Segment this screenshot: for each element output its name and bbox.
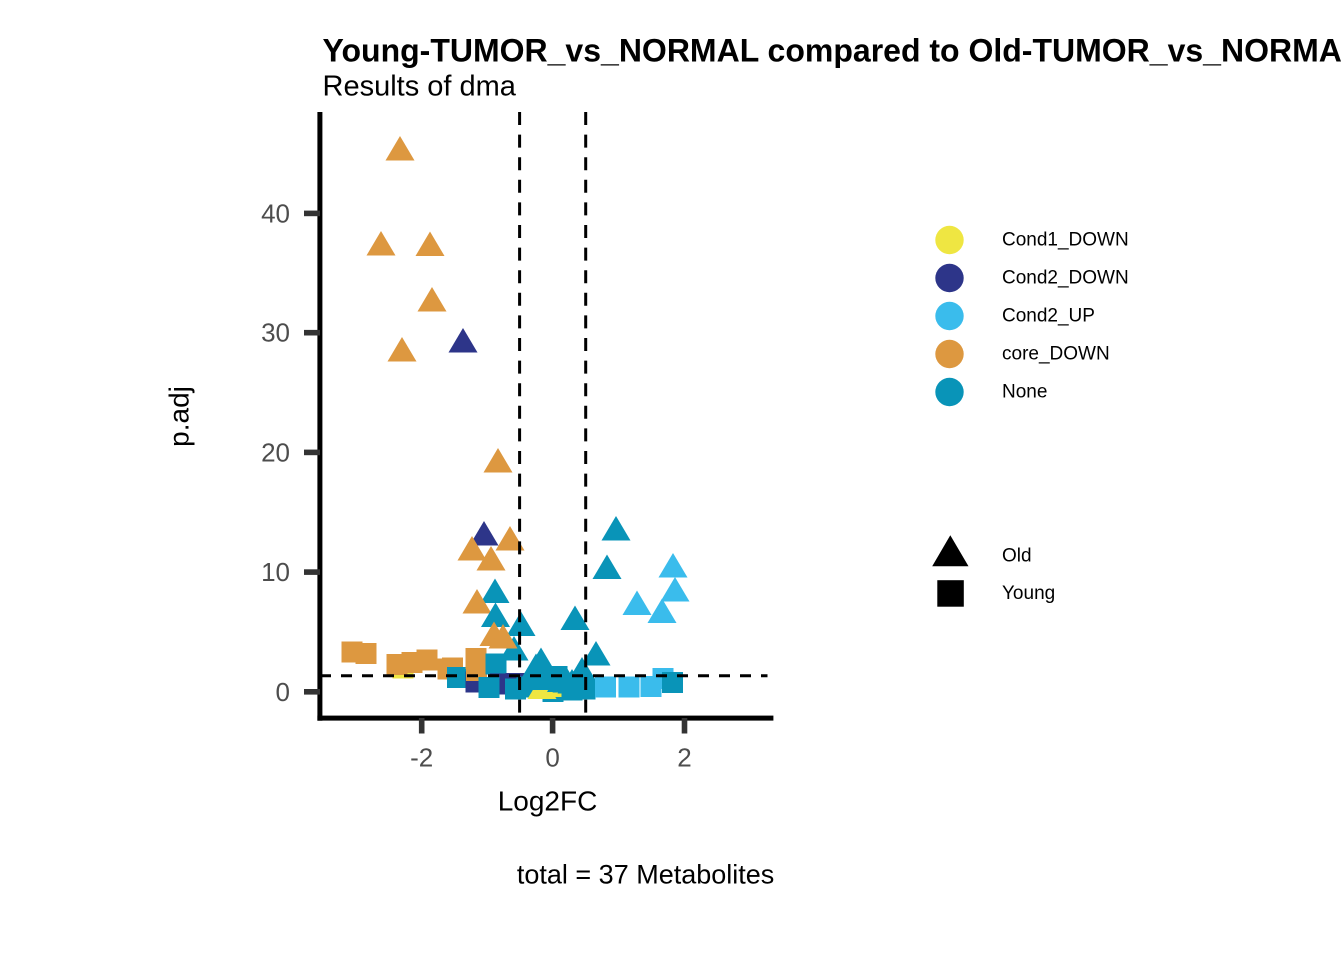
svg-text:20: 20: [261, 437, 290, 467]
svg-text:Young-TUMOR_vs_NORMAL compared: Young-TUMOR_vs_NORMAL compared to Old-TU…: [323, 33, 1344, 69]
svg-text:total = 37 Metabolites: total = 37 Metabolites: [517, 859, 774, 889]
svg-text:40: 40: [261, 198, 290, 228]
svg-text:Cond1_DOWN: Cond1_DOWN: [1002, 230, 1129, 251]
svg-text:Old: Old: [1002, 546, 1032, 567]
svg-text:Young: Young: [1002, 583, 1055, 604]
svg-text:2: 2: [677, 743, 691, 773]
svg-text:Cond2_DOWN: Cond2_DOWN: [1002, 268, 1129, 289]
svg-text:Results of dma: Results of dma: [323, 70, 517, 102]
svg-text:None: None: [1002, 382, 1047, 403]
svg-text:core_DOWN: core_DOWN: [1002, 344, 1110, 365]
svg-text:30: 30: [261, 318, 290, 348]
svg-text:10: 10: [261, 557, 290, 587]
svg-text:p.adj: p.adj: [164, 386, 195, 447]
svg-text:-2: -2: [410, 743, 433, 773]
svg-text:0: 0: [545, 743, 559, 773]
svg-text:Log2FC: Log2FC: [498, 785, 598, 816]
svg-text:Cond2_UP: Cond2_UP: [1002, 306, 1095, 327]
svg-text:0: 0: [276, 677, 290, 707]
